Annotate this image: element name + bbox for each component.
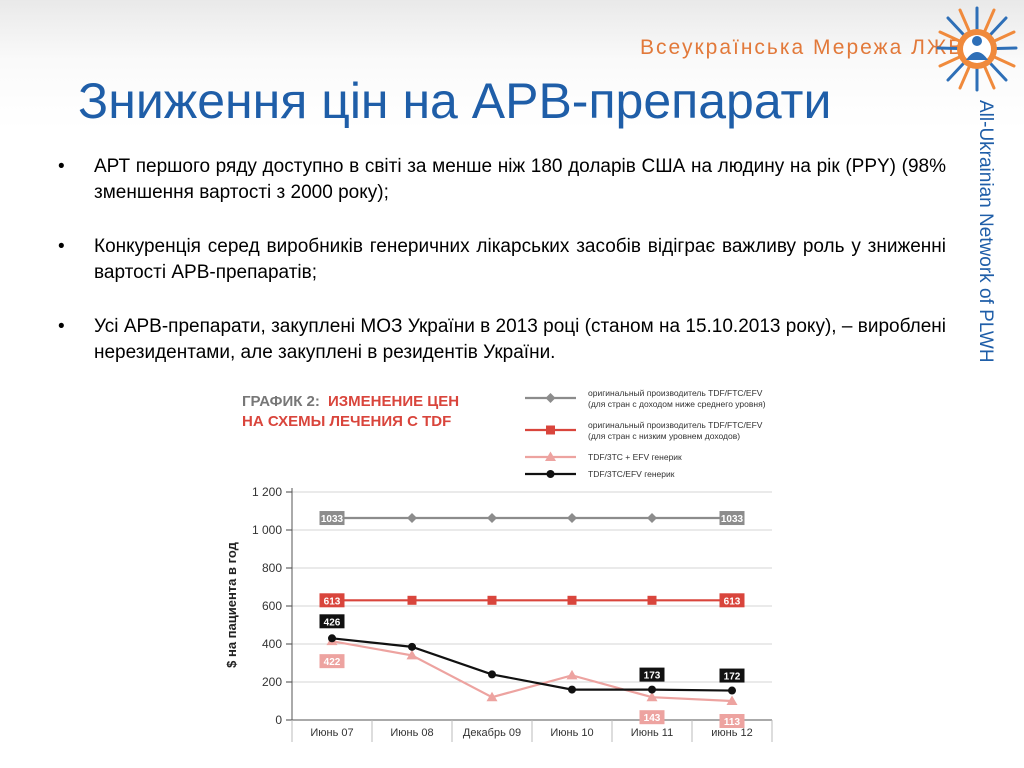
bullet-item: • Конкуренція серед виробників генерични… bbox=[56, 234, 946, 286]
data-label: 1033 bbox=[721, 514, 744, 525]
data-point-triangle bbox=[566, 669, 578, 680]
y-tick-label: 1 200 bbox=[252, 485, 282, 499]
network-logo-icon bbox=[936, 6, 1018, 92]
data-point-diamond bbox=[647, 513, 657, 524]
data-label-box bbox=[639, 667, 665, 682]
price-chart: ГРАФИК 2: ИЗМЕНЕНИЕ ЦЕН НА СХЕМЫ ЛЕЧЕНИЯ… bbox=[210, 382, 790, 752]
data-label-box bbox=[319, 654, 345, 669]
data-point-square bbox=[487, 595, 497, 605]
series-line bbox=[331, 640, 733, 703]
chart-title-line2: НА СХЕМЫ ЛЕЧЕНИЯ С TDF bbox=[242, 413, 451, 430]
legend-label-line2: (для стран с низким уровнем доходов) bbox=[588, 431, 740, 441]
data-point-diamond bbox=[545, 393, 556, 403]
y-tick-label: 200 bbox=[262, 675, 282, 689]
bullet-item: • Усі АРВ-препарати, закуплені МОЗ Украї… bbox=[56, 314, 946, 366]
bullet-text: Конкуренція серед виробників генеричних … bbox=[94, 236, 946, 283]
chart-title-prefix: ГРАФИК 2: bbox=[242, 393, 320, 410]
chart-y-axis-label: $ на пациента в год bbox=[224, 541, 239, 668]
bullet-list: • АРТ першого ряду доступно в світі за м… bbox=[56, 154, 946, 394]
data-point-circle bbox=[408, 642, 416, 651]
data-label-box bbox=[319, 593, 345, 608]
vertical-network-name: All-Ukrainian Network of PLWH bbox=[975, 100, 996, 363]
bullet-marker: • bbox=[58, 236, 65, 257]
bullet-marker: • bbox=[58, 156, 65, 177]
data-label: 173 bbox=[644, 671, 661, 682]
x-tick-label: Июнь 10 bbox=[550, 727, 593, 739]
legend-label: оригинальный производитель TDF/FTC/EFV bbox=[588, 420, 763, 430]
price-chart-svg: ГРАФИК 2: ИЗМЕНЕНИЕ ЦЕН НА СХЕМЫ ЛЕЧЕНИЯ… bbox=[210, 382, 790, 752]
legend-label: TDF/3TC/EFV генерик bbox=[588, 469, 675, 479]
x-tick-label: Июнь 07 bbox=[310, 727, 353, 739]
data-point-triangle bbox=[406, 649, 418, 660]
series-line bbox=[331, 637, 733, 692]
data-point-square bbox=[407, 595, 417, 605]
x-tick-label: Июнь 08 bbox=[390, 727, 433, 739]
y-tick-label: 0 bbox=[275, 713, 282, 727]
data-label: 426 bbox=[324, 617, 341, 628]
y-tick-label: 400 bbox=[262, 637, 282, 651]
legend-label-line2: (для стран с доходом ниже среднего уровн… bbox=[588, 399, 766, 409]
data-point-circle bbox=[568, 685, 576, 694]
data-point-diamond bbox=[567, 513, 577, 524]
data-point-triangle bbox=[646, 691, 658, 702]
y-tick-label: 600 bbox=[262, 599, 282, 613]
data-label: 113 bbox=[724, 717, 741, 728]
data-label: 143 bbox=[644, 713, 661, 724]
data-label-box bbox=[719, 714, 745, 728]
y-tick-label: 1 000 bbox=[252, 523, 282, 537]
x-tick-label: Декабрь 09 bbox=[463, 727, 521, 739]
data-point-circle bbox=[728, 686, 736, 695]
data-point-square bbox=[647, 595, 657, 605]
organization-name: Всеукраїнська Мережа ЛЖВ bbox=[640, 36, 965, 59]
data-point-square bbox=[567, 595, 577, 605]
data-point-circle bbox=[488, 670, 496, 679]
legend-label: оригинальный производитель TDF/FTC/EFV bbox=[588, 388, 763, 398]
y-tick-label: 800 bbox=[262, 561, 282, 575]
data-label: 172 bbox=[724, 672, 741, 683]
legend-label: TDF/3TC + EFV генерик bbox=[588, 452, 682, 462]
data-label-box bbox=[639, 710, 665, 725]
bullet-text: АРТ першого ряду доступно в світі за мен… bbox=[94, 156, 946, 203]
data-label-box bbox=[319, 614, 345, 629]
data-point-square bbox=[546, 425, 555, 435]
data-label: 1033 bbox=[321, 514, 344, 525]
x-tick-label: июнь 12 bbox=[711, 727, 753, 739]
data-point-triangle bbox=[486, 691, 498, 702]
data-point-diamond bbox=[487, 513, 497, 524]
data-label: 422 bbox=[324, 657, 341, 668]
data-point-circle bbox=[648, 685, 656, 694]
data-point-triangle bbox=[545, 451, 556, 461]
data-label-box bbox=[319, 511, 345, 526]
data-point-circle bbox=[328, 634, 336, 643]
data-label-box bbox=[719, 511, 745, 526]
data-point-diamond bbox=[407, 513, 417, 524]
chart-title-line1: ИЗМЕНЕНИЕ ЦЕН bbox=[328, 393, 459, 410]
data-point-circle bbox=[546, 470, 555, 478]
bullet-item: • АРТ першого ряду доступно в світі за м… bbox=[56, 154, 946, 206]
data-label-box bbox=[719, 593, 745, 608]
bullet-text: Усі АРВ-препарати, закуплені МОЗ України… bbox=[94, 316, 946, 363]
data-label: 613 bbox=[724, 596, 741, 607]
x-tick-label: Июнь 11 bbox=[631, 727, 673, 739]
bullet-marker: • bbox=[58, 316, 65, 337]
data-label-box bbox=[719, 668, 745, 683]
slide-title: Зниження цін на АРВ-препарати bbox=[78, 73, 832, 129]
data-label: 613 bbox=[324, 596, 341, 607]
data-point-triangle bbox=[726, 695, 738, 705]
